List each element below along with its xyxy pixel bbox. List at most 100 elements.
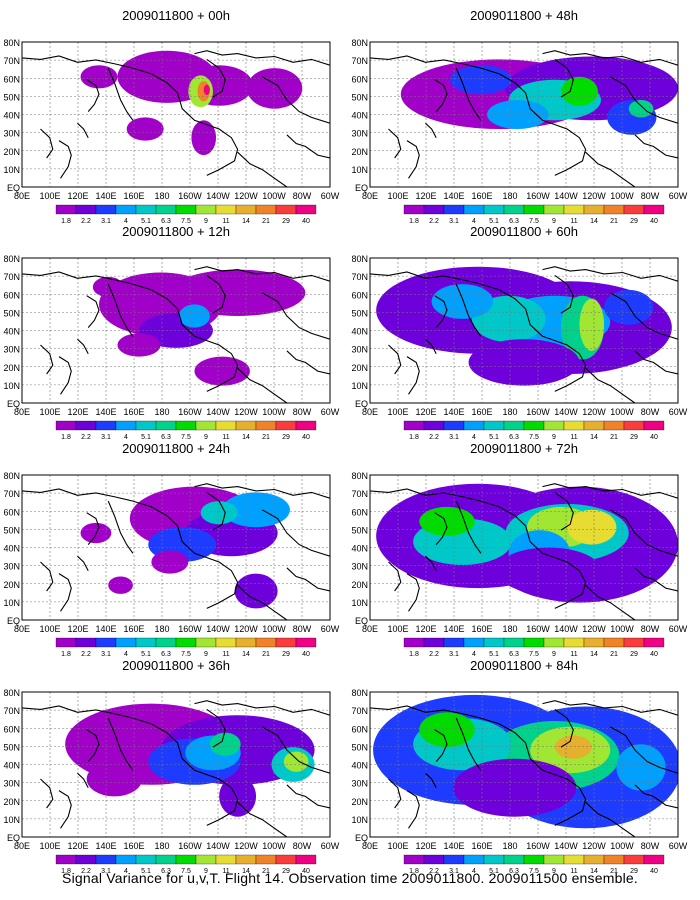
lon-tick-label: 160E <box>471 191 492 201</box>
variance-contour <box>194 356 250 386</box>
variance-contour <box>117 333 161 357</box>
colorbar-swatch <box>543 420 565 431</box>
panel-title: 2009011800 + 36h <box>122 658 230 673</box>
lat-tick-label: 60N <box>351 724 368 734</box>
colorbar-label: 1.8 <box>61 868 71 875</box>
lon-tick-label: 180 <box>154 191 169 201</box>
colorbar-label: 7.5 <box>529 218 539 225</box>
colorbar-swatch <box>603 420 625 431</box>
lat-tick-label: 10N <box>3 815 20 825</box>
colorbar-swatch <box>623 420 645 431</box>
lon-tick-label: 120W <box>582 624 606 634</box>
lon-tick-label: 120W <box>582 407 606 417</box>
colorbar-label: 3.1 <box>449 868 459 875</box>
colorbar-label: 2.2 <box>429 218 439 225</box>
colorbar-swatch <box>175 854 197 865</box>
lon-tick-label: 100W <box>610 841 634 851</box>
colorbar-swatch <box>155 204 177 215</box>
colorbar-label: 6.3 <box>161 434 171 441</box>
lon-tick-label: 60W <box>669 841 688 851</box>
lon-tick-label: 100W <box>262 407 286 417</box>
variance-contour <box>222 492 290 528</box>
lat-tick-label: 10N <box>351 165 368 175</box>
colorbar-swatch <box>423 420 445 431</box>
lat-tick-label: 80N <box>3 688 20 698</box>
lon-tick-label: 120E <box>67 841 88 851</box>
lat-tick-label: 70N <box>351 272 368 282</box>
colorbar-label: 5.1 <box>141 434 151 441</box>
colorbar-label: 9 <box>204 651 208 658</box>
colorbar-swatch <box>563 854 585 865</box>
colorbar-label: 5.1 <box>489 651 499 658</box>
lon-tick-label: 60W <box>321 841 340 851</box>
lat-tick-label: 80N <box>3 254 20 264</box>
colorbar-swatch <box>583 204 605 215</box>
lat-tick-label: 30N <box>351 129 368 139</box>
colorbar-swatch <box>483 854 505 865</box>
colorbar-label: 9 <box>552 651 556 658</box>
colorbar-swatch <box>75 204 97 215</box>
lon-tick-label: 100E <box>387 191 408 201</box>
variance-contour <box>246 68 303 109</box>
panel-title: 2009011800 + 60h <box>470 224 578 239</box>
colorbar-swatch <box>195 854 217 865</box>
colorbar-swatch <box>195 204 217 215</box>
lon-tick-label: 160W <box>178 624 202 634</box>
colorbar-label: 21 <box>262 218 270 225</box>
colorbar-label: 29 <box>282 868 290 875</box>
lon-tick-label: 100W <box>262 191 286 201</box>
variance-contour <box>567 509 617 545</box>
lon-tick-label: 160E <box>471 841 492 851</box>
colorbar-swatch <box>403 420 425 431</box>
colorbar-swatch <box>463 204 485 215</box>
colorbar-label: 2.2 <box>429 434 439 441</box>
lon-tick-label: 180 <box>154 841 169 851</box>
colorbar-label: 40 <box>302 868 310 875</box>
lon-tick-label: 80W <box>293 624 312 634</box>
variance-contour <box>191 120 217 156</box>
colorbar-label: 3.1 <box>449 218 459 225</box>
lon-tick-label: 80E <box>14 624 30 634</box>
colorbar-swatch <box>523 204 545 215</box>
variance-contour <box>209 732 241 756</box>
lon-tick-label: 120E <box>415 841 436 851</box>
lon-tick-label: 120W <box>582 841 606 851</box>
colorbar-label: 21 <box>610 651 618 658</box>
lon-tick-label: 140W <box>554 624 578 634</box>
colorbar-label: 2.2 <box>81 218 91 225</box>
colorbar-swatch <box>643 204 665 215</box>
lon-tick-label: 180 <box>154 624 169 634</box>
colorbar-swatch <box>443 637 465 648</box>
variance-contour <box>560 76 598 106</box>
colorbar-swatch <box>403 854 425 865</box>
colorbar-label: 1.8 <box>409 651 419 658</box>
lon-tick-label: 120E <box>67 191 88 201</box>
variance-contour <box>80 65 118 89</box>
lat-tick-label: 50N <box>3 742 20 752</box>
colorbar-swatch <box>483 420 505 431</box>
colorbar-swatch <box>235 204 257 215</box>
colorbar-swatch <box>583 854 605 865</box>
variance-contour <box>126 117 164 141</box>
lon-tick-label: 140W <box>206 624 230 634</box>
lon-tick-label: 80W <box>293 407 312 417</box>
colorbar-label: 11 <box>222 868 229 875</box>
lat-tick-label: 30N <box>351 779 368 789</box>
map-panel <box>22 475 330 620</box>
colorbar-swatch <box>563 204 585 215</box>
colorbar-swatch <box>175 637 197 648</box>
lat-tick-label: 40N <box>3 761 20 771</box>
colorbar-label: 9 <box>204 868 208 875</box>
colorbar-label: 29 <box>630 434 638 441</box>
lat-tick-label: EQ <box>7 616 20 626</box>
variance-contour <box>419 712 475 748</box>
colorbar-swatch <box>115 204 137 215</box>
variance-contour <box>419 506 475 536</box>
lon-tick-label: 160W <box>178 191 202 201</box>
colorbar-swatch <box>583 420 605 431</box>
colorbar-swatch <box>523 854 545 865</box>
lon-tick-label: 140E <box>443 191 464 201</box>
lon-tick-label: 160W <box>526 624 550 634</box>
lat-tick-label: 20N <box>351 147 368 157</box>
